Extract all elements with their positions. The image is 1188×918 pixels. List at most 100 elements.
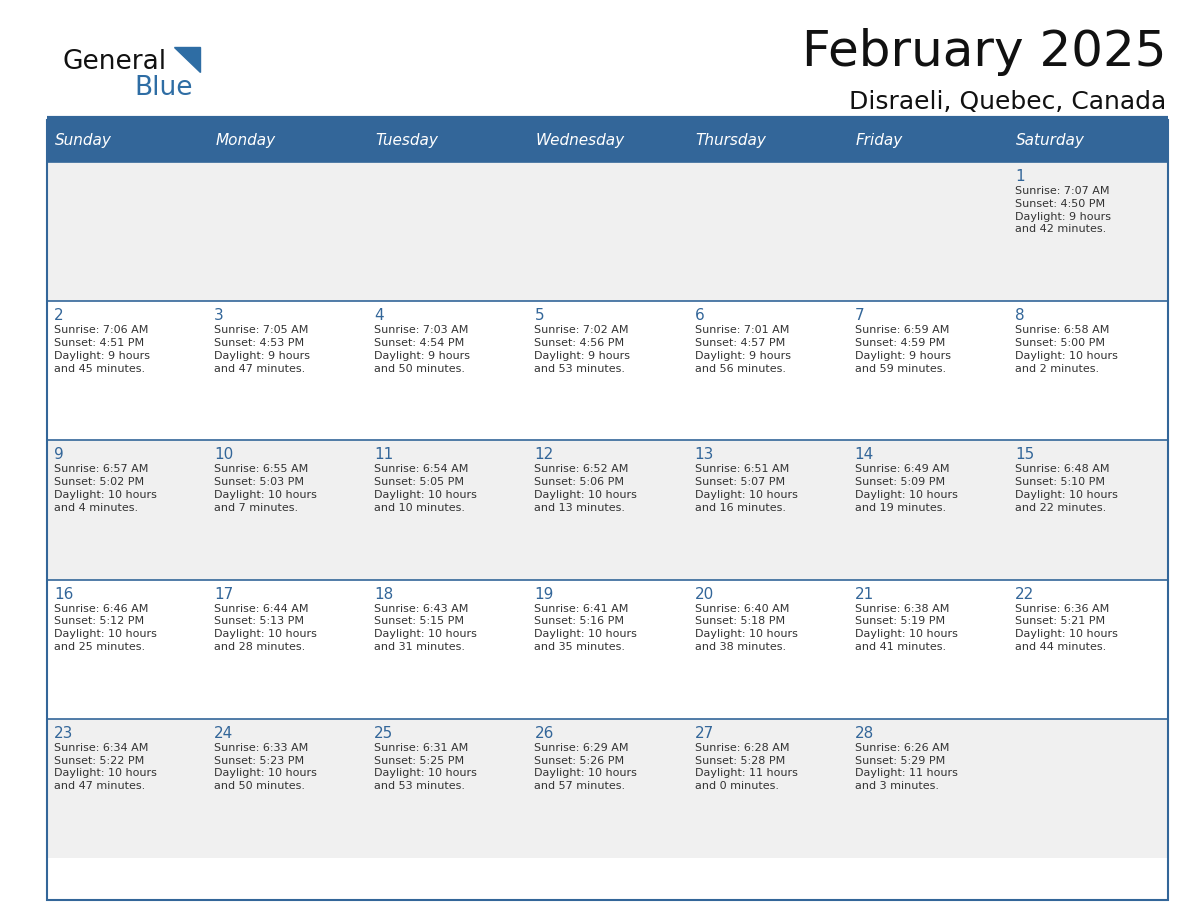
Bar: [207, 719, 367, 858]
Text: Sunrise: 7:03 AM
Sunset: 4:54 PM
Daylight: 9 hours
and 50 minutes.: Sunrise: 7:03 AM Sunset: 4:54 PM Dayligh…: [374, 325, 470, 374]
Bar: [207, 441, 367, 579]
Text: 9: 9: [53, 447, 64, 463]
Text: Sunrise: 6:57 AM
Sunset: 5:02 PM
Daylight: 10 hours
and 4 minutes.: Sunrise: 6:57 AM Sunset: 5:02 PM Dayligh…: [53, 465, 157, 513]
Text: Sunrise: 6:46 AM
Sunset: 5:12 PM
Daylight: 10 hours
and 25 minutes.: Sunrise: 6:46 AM Sunset: 5:12 PM Dayligh…: [53, 604, 157, 652]
Bar: [48, 441, 207, 579]
Text: 27: 27: [695, 726, 714, 741]
Bar: [848, 162, 1007, 301]
Text: Sunrise: 6:34 AM
Sunset: 5:22 PM
Daylight: 10 hours
and 47 minutes.: Sunrise: 6:34 AM Sunset: 5:22 PM Dayligh…: [53, 743, 157, 791]
Bar: [688, 579, 848, 719]
Text: Tuesday: Tuesday: [375, 133, 438, 149]
Text: 22: 22: [1015, 587, 1034, 601]
Text: Sunday: Sunday: [55, 133, 112, 149]
Text: 13: 13: [695, 447, 714, 463]
Bar: [848, 579, 1007, 719]
Bar: [207, 579, 367, 719]
Bar: [48, 719, 207, 858]
Bar: [848, 120, 1007, 162]
Text: Wednesday: Wednesday: [536, 133, 625, 149]
Text: 3: 3: [214, 308, 223, 323]
Text: Sunrise: 7:05 AM
Sunset: 4:53 PM
Daylight: 9 hours
and 47 minutes.: Sunrise: 7:05 AM Sunset: 4:53 PM Dayligh…: [214, 325, 310, 374]
Bar: [367, 301, 527, 441]
Bar: [367, 719, 527, 858]
Text: Sunrise: 6:52 AM
Sunset: 5:06 PM
Daylight: 10 hours
and 13 minutes.: Sunrise: 6:52 AM Sunset: 5:06 PM Dayligh…: [535, 465, 637, 513]
Bar: [527, 719, 688, 858]
Text: 11: 11: [374, 447, 393, 463]
Text: Thursday: Thursday: [695, 133, 766, 149]
Text: 16: 16: [53, 587, 74, 601]
Text: 25: 25: [374, 726, 393, 741]
Bar: [1007, 120, 1168, 162]
Text: 1: 1: [1015, 169, 1024, 184]
Text: Sunrise: 6:43 AM
Sunset: 5:15 PM
Daylight: 10 hours
and 31 minutes.: Sunrise: 6:43 AM Sunset: 5:15 PM Dayligh…: [374, 604, 478, 652]
Text: 12: 12: [535, 447, 554, 463]
Text: 15: 15: [1015, 447, 1034, 463]
Text: Saturday: Saturday: [1016, 133, 1085, 149]
Bar: [848, 441, 1007, 579]
Bar: [1007, 579, 1168, 719]
Text: Sunrise: 6:31 AM
Sunset: 5:25 PM
Daylight: 10 hours
and 53 minutes.: Sunrise: 6:31 AM Sunset: 5:25 PM Dayligh…: [374, 743, 478, 791]
Text: Sunrise: 6:41 AM
Sunset: 5:16 PM
Daylight: 10 hours
and 35 minutes.: Sunrise: 6:41 AM Sunset: 5:16 PM Dayligh…: [535, 604, 637, 652]
Bar: [48, 301, 207, 441]
Text: Sunrise: 6:33 AM
Sunset: 5:23 PM
Daylight: 10 hours
and 50 minutes.: Sunrise: 6:33 AM Sunset: 5:23 PM Dayligh…: [214, 743, 317, 791]
Text: Sunrise: 6:51 AM
Sunset: 5:07 PM
Daylight: 10 hours
and 16 minutes.: Sunrise: 6:51 AM Sunset: 5:07 PM Dayligh…: [695, 465, 797, 513]
Text: 23: 23: [53, 726, 74, 741]
Bar: [48, 162, 207, 301]
Bar: [367, 120, 527, 162]
Text: Monday: Monday: [215, 133, 276, 149]
Bar: [848, 301, 1007, 441]
Text: 26: 26: [535, 726, 554, 741]
Text: 10: 10: [214, 447, 233, 463]
Bar: [688, 301, 848, 441]
Bar: [527, 441, 688, 579]
Bar: [527, 301, 688, 441]
Text: February 2025: February 2025: [802, 28, 1165, 76]
Text: 8: 8: [1015, 308, 1024, 323]
Polygon shape: [173, 47, 200, 72]
Bar: [527, 579, 688, 719]
Text: 28: 28: [854, 726, 874, 741]
Text: Sunrise: 7:01 AM
Sunset: 4:57 PM
Daylight: 9 hours
and 56 minutes.: Sunrise: 7:01 AM Sunset: 4:57 PM Dayligh…: [695, 325, 790, 374]
Bar: [527, 162, 688, 301]
Text: 4: 4: [374, 308, 384, 323]
Text: Friday: Friday: [855, 133, 903, 149]
Text: Sunrise: 6:28 AM
Sunset: 5:28 PM
Daylight: 11 hours
and 0 minutes.: Sunrise: 6:28 AM Sunset: 5:28 PM Dayligh…: [695, 743, 797, 791]
Text: Sunrise: 6:40 AM
Sunset: 5:18 PM
Daylight: 10 hours
and 38 minutes.: Sunrise: 6:40 AM Sunset: 5:18 PM Dayligh…: [695, 604, 797, 652]
Text: 21: 21: [854, 587, 874, 601]
Bar: [207, 162, 367, 301]
Bar: [1007, 162, 1168, 301]
Bar: [367, 162, 527, 301]
Bar: [207, 120, 367, 162]
Bar: [688, 120, 848, 162]
Text: 17: 17: [214, 587, 233, 601]
Bar: [1007, 719, 1168, 858]
Text: Sunrise: 6:38 AM
Sunset: 5:19 PM
Daylight: 10 hours
and 41 minutes.: Sunrise: 6:38 AM Sunset: 5:19 PM Dayligh…: [854, 604, 958, 652]
Text: General: General: [62, 49, 166, 75]
Text: 14: 14: [854, 447, 874, 463]
Text: 19: 19: [535, 587, 554, 601]
Bar: [207, 301, 367, 441]
Text: Sunrise: 6:59 AM
Sunset: 4:59 PM
Daylight: 9 hours
and 59 minutes.: Sunrise: 6:59 AM Sunset: 4:59 PM Dayligh…: [854, 325, 950, 374]
Bar: [367, 579, 527, 719]
Text: Sunrise: 6:54 AM
Sunset: 5:05 PM
Daylight: 10 hours
and 10 minutes.: Sunrise: 6:54 AM Sunset: 5:05 PM Dayligh…: [374, 465, 478, 513]
Bar: [527, 120, 688, 162]
Text: Sunrise: 6:48 AM
Sunset: 5:10 PM
Daylight: 10 hours
and 22 minutes.: Sunrise: 6:48 AM Sunset: 5:10 PM Dayligh…: [1015, 465, 1118, 513]
Text: Sunrise: 6:29 AM
Sunset: 5:26 PM
Daylight: 10 hours
and 57 minutes.: Sunrise: 6:29 AM Sunset: 5:26 PM Dayligh…: [535, 743, 637, 791]
Text: Sunrise: 6:44 AM
Sunset: 5:13 PM
Daylight: 10 hours
and 28 minutes.: Sunrise: 6:44 AM Sunset: 5:13 PM Dayligh…: [214, 604, 317, 652]
Bar: [688, 719, 848, 858]
Text: Sunrise: 7:02 AM
Sunset: 4:56 PM
Daylight: 9 hours
and 53 minutes.: Sunrise: 7:02 AM Sunset: 4:56 PM Dayligh…: [535, 325, 631, 374]
Text: Sunrise: 6:58 AM
Sunset: 5:00 PM
Daylight: 10 hours
and 2 minutes.: Sunrise: 6:58 AM Sunset: 5:00 PM Dayligh…: [1015, 325, 1118, 374]
Bar: [688, 162, 848, 301]
Bar: [848, 719, 1007, 858]
Text: 18: 18: [374, 587, 393, 601]
Text: 5: 5: [535, 308, 544, 323]
Text: Disraeli, Quebec, Canada: Disraeli, Quebec, Canada: [848, 90, 1165, 114]
Text: Sunrise: 6:26 AM
Sunset: 5:29 PM
Daylight: 11 hours
and 3 minutes.: Sunrise: 6:26 AM Sunset: 5:29 PM Dayligh…: [854, 743, 958, 791]
Text: 7: 7: [854, 308, 865, 323]
Bar: [1007, 301, 1168, 441]
Bar: [48, 120, 1168, 900]
Text: Sunrise: 7:06 AM
Sunset: 4:51 PM
Daylight: 9 hours
and 45 minutes.: Sunrise: 7:06 AM Sunset: 4:51 PM Dayligh…: [53, 325, 150, 374]
Text: 2: 2: [53, 308, 64, 323]
Bar: [1007, 441, 1168, 579]
Text: 6: 6: [695, 308, 704, 323]
